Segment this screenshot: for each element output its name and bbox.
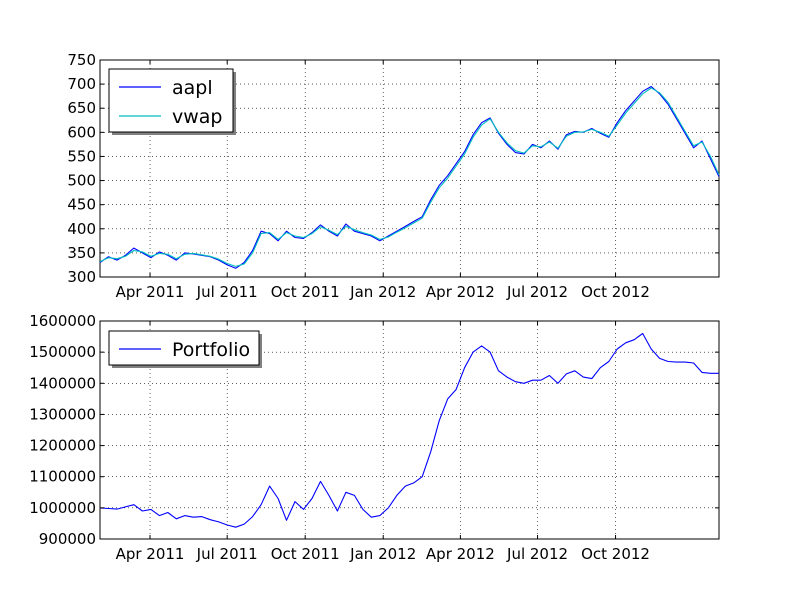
series-line-portfolio (99, 332, 719, 528)
x-tick-label: Jul 2011 (196, 545, 258, 563)
x-tick-label: Oct 2011 (271, 545, 340, 563)
x-tick-label: Jan 2012 (349, 283, 416, 301)
legend-label: aapl (172, 77, 213, 99)
legend-box (108, 68, 234, 133)
top-x-axis: Apr 2011 Jul 2011 Oct 2011 Jan 2012 Apr 2012… (116, 60, 650, 301)
x-tick-label: Oct 2011 (271, 283, 340, 301)
top-plot-frame (99, 59, 720, 278)
y-tick-label: 400 (67, 220, 96, 238)
bottom-legend: Portfolio (108, 330, 262, 368)
y-tick-label: 550 (67, 147, 96, 165)
bottom-chart-panel: 900000 1000000 1100000 1200000 1300000 140000… (29, 312, 720, 563)
x-tick-label: Oct 2012 (581, 545, 650, 563)
bottom-y-axis: 900000 1000000 1100000 1200000 1300000 140000… (29, 312, 719, 548)
x-tick-label: Apr 2012 (426, 283, 495, 301)
x-tick-label: Oct 2012 (581, 283, 650, 301)
x-tick-label: Apr 2012 (426, 545, 495, 563)
y-tick-label: 1000000 (29, 499, 96, 517)
y-tick-label: 1100000 (29, 468, 96, 486)
y-tick-label: 1400000 (29, 374, 96, 392)
top-series-group (99, 85, 720, 269)
y-tick-label: 650 (67, 99, 96, 117)
y-tick-label: 1300000 (29, 405, 96, 423)
y-tick-label: 900000 (39, 530, 96, 548)
y-tick-label: 700 (67, 75, 96, 93)
y-tick-label: 500 (67, 172, 96, 190)
bottom-x-axis: Apr 2011 Jul 2011 Oct 2011 Jan 2012 Apr 2012… (116, 321, 650, 563)
legend-label: vwap (172, 106, 223, 128)
x-tick-label: Jul 2012 (506, 283, 568, 301)
x-tick-label: Jan 2012 (349, 545, 416, 563)
x-tick-label: Jul 2011 (196, 283, 258, 301)
y-tick-label: 750 (67, 51, 96, 69)
y-tick-label: 1600000 (29, 312, 96, 330)
legend-label: Portfolio (172, 339, 250, 361)
y-tick-label: 600 (67, 123, 96, 141)
top-chart-panel: 300 350 400 450 500 550 600 650 700 750 Apr 2011 J… (67, 51, 720, 301)
y-tick-label: 350 (67, 244, 96, 262)
series-line-vwap (99, 87, 720, 267)
y-tick-label: 450 (67, 196, 96, 214)
y-tick-label: 1500000 (29, 343, 96, 361)
x-tick-label: Jul 2012 (506, 545, 568, 563)
bottom-series-group (99, 332, 719, 528)
y-tick-label: 1200000 (29, 437, 96, 455)
bottom-plot-frame (99, 320, 720, 540)
legend-box (108, 330, 260, 366)
top-y-axis: 300 350 400 450 500 550 600 650 700 750 (67, 51, 719, 286)
y-tick-label: 300 (67, 268, 96, 286)
top-legend: aapl vwap (108, 68, 236, 135)
x-tick-label: Apr 2011 (116, 283, 185, 301)
x-tick-label: Apr 2011 (116, 545, 185, 563)
